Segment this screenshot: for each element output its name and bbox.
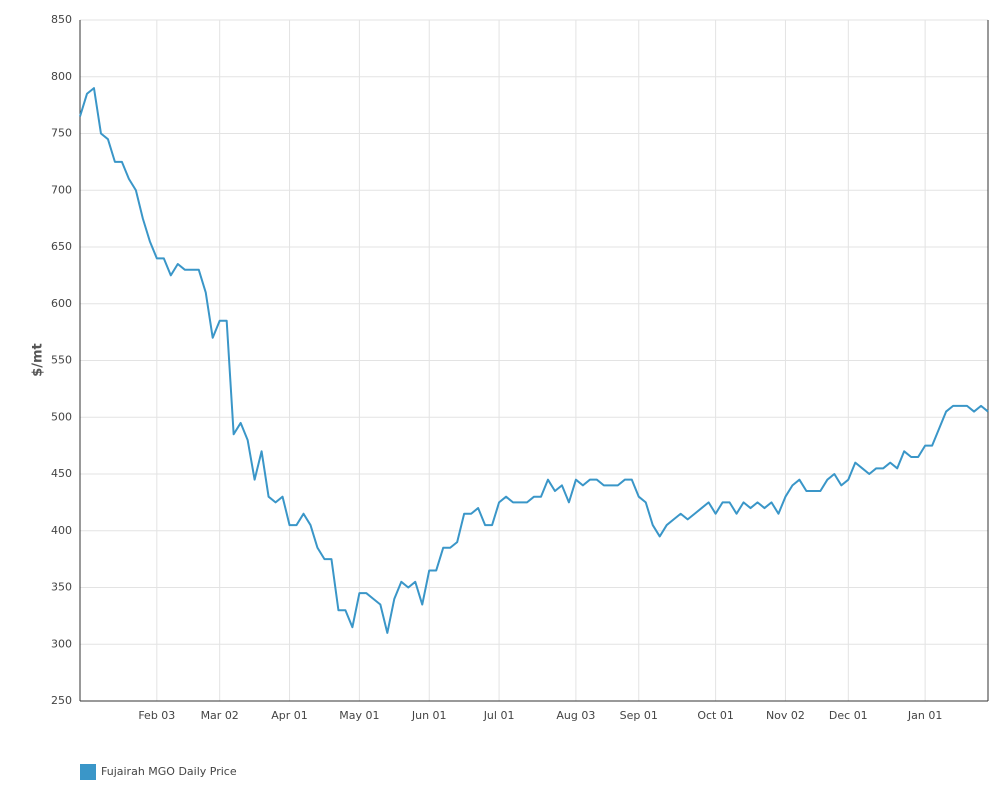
x-tick-label: Mar 02	[201, 709, 239, 722]
x-tick-label: Feb 03	[138, 709, 175, 722]
y-tick-label: 450	[51, 467, 72, 480]
x-tick-label: Sep 01	[620, 709, 658, 722]
y-axis-label: $/mt	[31, 343, 46, 377]
x-tick-label: Dec 01	[829, 709, 868, 722]
y-tick-label: 550	[51, 354, 72, 367]
y-tick-label: 650	[51, 240, 72, 253]
y-tick-label: 600	[51, 297, 72, 310]
x-tick-label: Jul 01	[483, 709, 515, 722]
x-tick-label: May 01	[339, 709, 379, 722]
legend-swatch	[80, 764, 96, 780]
x-tick-label: Jan 01	[907, 709, 942, 722]
x-tick-label: Aug 03	[556, 709, 595, 722]
x-tick-label: Nov 02	[766, 709, 805, 722]
y-tick-label: 850	[51, 13, 72, 26]
y-tick-label: 500	[51, 410, 72, 423]
y-tick-label: 300	[51, 637, 72, 650]
y-tick-label: 750	[51, 127, 72, 140]
x-tick-label: Apr 01	[271, 709, 308, 722]
legend-label: Fujairah MGO Daily Price	[101, 765, 237, 778]
line	[79, 87, 989, 634]
y-tick-label: 800	[51, 70, 72, 83]
y-tick-label: 400	[51, 524, 72, 537]
y-tick-label: 250	[51, 694, 72, 707]
y-tick-label: 700	[51, 183, 72, 196]
x-tick-label: Jun 01	[411, 709, 447, 722]
y-tick-label: 350	[51, 581, 72, 594]
x-tick-label: Oct 01	[697, 709, 734, 722]
